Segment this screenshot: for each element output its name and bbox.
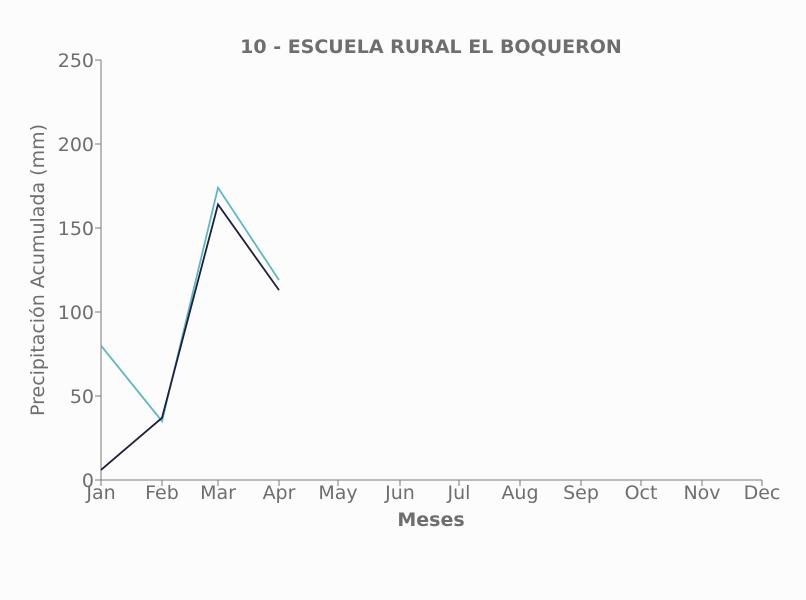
x-axis-label: Meses — [397, 509, 464, 531]
series-line-1 — [100, 185, 280, 424]
series-line-2 — [100, 202, 280, 471]
x-tick-label: Jan — [85, 482, 115, 504]
y-tick-label: 150 — [58, 218, 94, 240]
plot-area: 0 50 100 150 200 250 Jan Feb Mar Apr May Jun Jul Aug… — [58, 50, 781, 504]
x-tick-label: Nov — [683, 482, 720, 504]
x-ticks: Jan Feb Mar Apr May Jun Jul Aug Sep Oct Nov Dec — [85, 480, 780, 504]
x-tick-label: Oct — [625, 482, 658, 504]
chart-title: 10 - ESCUELA RURAL EL BOQUERON — [240, 36, 622, 58]
y-tick-label: 50 — [70, 386, 94, 408]
x-tick-label: Mar — [200, 482, 236, 504]
y-ticks: 0 50 100 150 200 250 — [58, 50, 101, 492]
y-tick-label: 0 — [82, 470, 94, 492]
y-tick-label: 100 — [58, 302, 94, 324]
series-layer — [100, 185, 280, 471]
y-axis-label: Precipitación Acumulada (mm) — [27, 124, 49, 416]
x-tick-label: Dec — [744, 482, 781, 504]
y-tick-label: 250 — [58, 50, 94, 72]
y-tick-label: 200 — [58, 134, 94, 156]
x-tick-label: Aug — [501, 482, 538, 504]
x-tick-label: Sep — [563, 482, 599, 504]
x-tick-label: Jun — [384, 482, 415, 504]
x-tick-label: Apr — [263, 482, 296, 504]
x-tick-label: May — [318, 482, 357, 504]
x-tick-label: Jul — [447, 482, 471, 504]
x-tick-label: Feb — [145, 482, 179, 504]
